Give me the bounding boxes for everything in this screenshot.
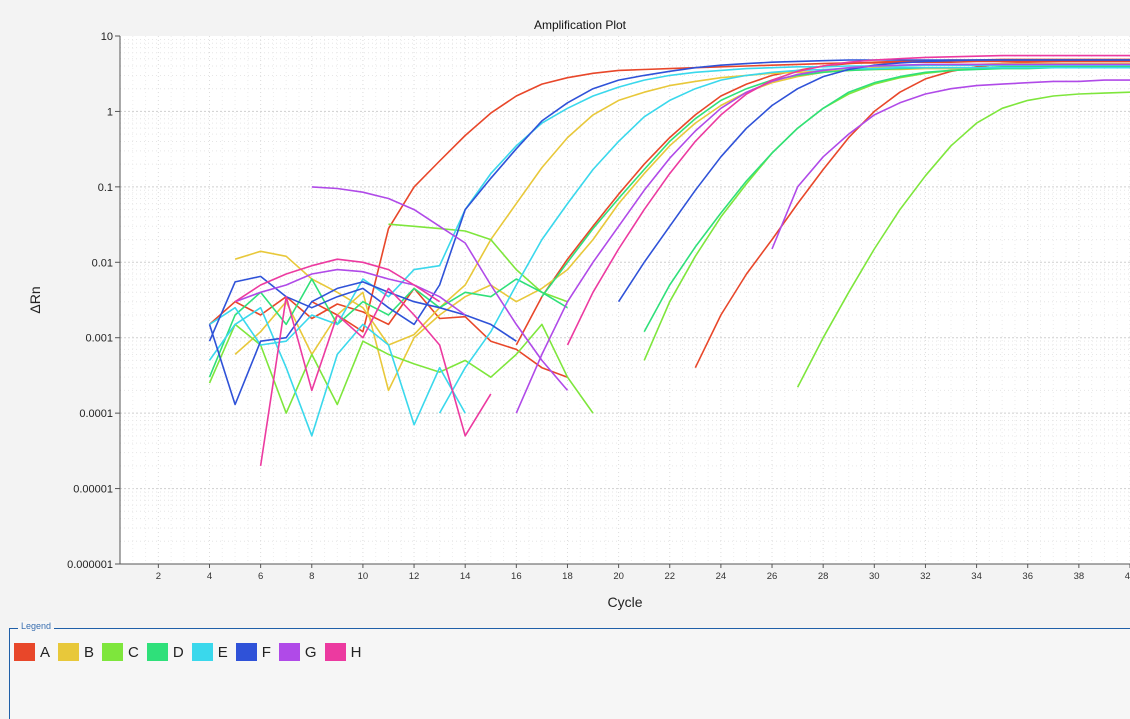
x-axis-title: Cycle xyxy=(607,594,642,610)
legend-item-b: B xyxy=(58,643,94,661)
legend-item-c: C xyxy=(102,643,139,661)
legend-item-a: A xyxy=(14,643,50,661)
x-tick-label: 28 xyxy=(818,571,829,582)
y-tick-label: 0.001 xyxy=(85,333,113,345)
legend-swatch xyxy=(325,643,346,661)
y-axis-title: ΔRn xyxy=(27,286,43,313)
x-tick-label: 2 xyxy=(156,571,161,582)
y-tick-label: 0.01 xyxy=(92,257,113,269)
legend-item-e: E xyxy=(192,643,228,661)
x-tick-label: 22 xyxy=(664,571,675,582)
legend-swatch xyxy=(14,643,35,661)
legend-swatch xyxy=(192,643,213,661)
legend-swatch xyxy=(58,643,79,661)
x-tick-label: 10 xyxy=(358,571,369,582)
legend-label: A xyxy=(40,644,50,661)
legend-swatch xyxy=(102,643,123,661)
x-tick-label: 20 xyxy=(613,571,624,582)
x-tick-label: 16 xyxy=(511,571,522,582)
legend-label: F xyxy=(262,644,271,661)
legend-swatch xyxy=(236,643,257,661)
legend-item-d: D xyxy=(147,643,184,661)
legend-items: A B C D E F G H xyxy=(14,643,369,661)
y-tick-label: 0.0001 xyxy=(79,408,113,420)
legend-label: E xyxy=(218,644,228,661)
legend-label: C xyxy=(128,644,139,661)
x-tick-label: 26 xyxy=(767,571,778,582)
legend-item-g: G xyxy=(279,643,317,661)
x-tick-label: 24 xyxy=(716,571,727,582)
y-tick-label: 10 xyxy=(101,31,113,43)
legend-label: H xyxy=(351,644,362,661)
legend-label: B xyxy=(84,644,94,661)
legend-item-h: H xyxy=(325,643,362,661)
x-tick-label: 32 xyxy=(920,571,931,582)
y-tick-label: 0.1 xyxy=(98,182,113,194)
x-tick-label: 12 xyxy=(409,571,420,582)
chart-title: Amplification Plot xyxy=(534,18,627,32)
x-tick-label: 8 xyxy=(309,571,314,582)
x-tick-label: 40 xyxy=(1125,571,1130,582)
x-tick-label: 30 xyxy=(869,571,880,582)
legend-item-f: F xyxy=(236,643,271,661)
x-tick-label: 14 xyxy=(460,571,471,582)
legend-label: D xyxy=(173,644,184,661)
y-tick-label: 0.00001 xyxy=(73,484,113,496)
y-tick-label: 1 xyxy=(107,106,113,118)
x-tick-label: 38 xyxy=(1074,571,1085,582)
legend-title: Legend xyxy=(18,621,54,631)
legend-swatch xyxy=(279,643,300,661)
x-tick-label: 36 xyxy=(1022,571,1033,582)
x-tick-label: 18 xyxy=(562,571,573,582)
x-tick-label: 34 xyxy=(971,571,982,582)
y-tick-label: 0.000001 xyxy=(67,559,113,571)
legend-label: G xyxy=(305,644,317,661)
x-tick-label: 4 xyxy=(207,571,212,582)
x-tick-label: 6 xyxy=(258,571,263,582)
legend-swatch xyxy=(147,643,168,661)
